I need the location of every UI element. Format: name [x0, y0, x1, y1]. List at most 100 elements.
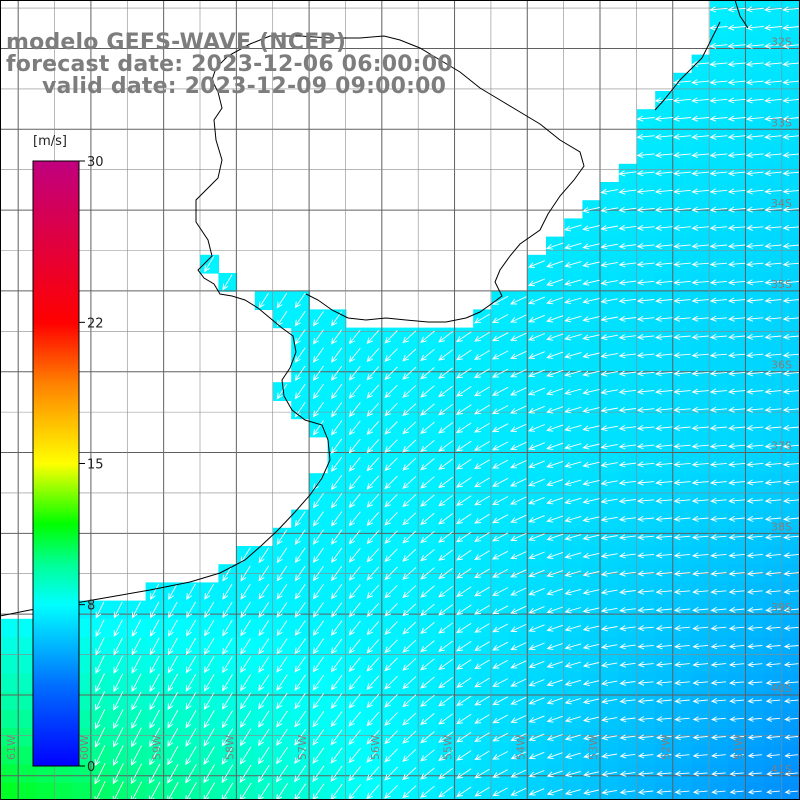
wind-arrow [564, 279, 582, 286]
wind-arrow [673, 334, 691, 341]
wind-arrow [582, 643, 600, 650]
wind-arrow [674, 770, 690, 777]
wind-arrow [185, 727, 197, 747]
wind-arrow [420, 567, 435, 580]
wind-arrow [564, 352, 582, 359]
wind-arrow [655, 425, 673, 432]
wind-arrow [348, 493, 361, 509]
wind-arrow [619, 679, 636, 686]
wind-arrow [366, 511, 380, 526]
wind-arrow [764, 115, 782, 122]
wind-arrow [204, 601, 215, 619]
wind-arrow [384, 748, 398, 763]
wind-arrow [655, 443, 673, 450]
wind-arrow [366, 402, 380, 417]
wind-arrow [727, 133, 746, 140]
wind-arrow [746, 242, 764, 249]
wind-arrow [528, 733, 545, 741]
wind-arrow [655, 497, 673, 504]
wind-arrow [239, 746, 252, 765]
wind-arrow [618, 334, 637, 341]
wind-arrow [294, 311, 306, 327]
wind-arrow [294, 765, 307, 783]
wind-arrow [474, 422, 490, 433]
wind-arrow [402, 603, 417, 617]
wind-arrow [294, 692, 306, 710]
wind-arrow [619, 716, 636, 723]
wind-arrow [456, 331, 472, 343]
wind-arrow [420, 713, 435, 726]
field-cell [54, 782, 74, 800]
wind-arrow [546, 515, 564, 523]
wind-arrow [582, 698, 600, 705]
wind-arrow [131, 619, 142, 637]
wind-arrow [366, 329, 380, 344]
wind-arrow [258, 602, 270, 618]
wind-arrow [312, 529, 324, 545]
wind-arrow [312, 329, 324, 345]
lon-label: 57W [296, 735, 309, 760]
wind-arrow [402, 330, 417, 344]
wind-arrow [766, 771, 780, 777]
wind-arrow [546, 260, 564, 268]
wind-arrow [474, 677, 490, 688]
wind-arrow [204, 256, 215, 273]
wind-arrow [747, 716, 763, 722]
wind-arrow [691, 279, 709, 286]
wind-arrow [710, 515, 727, 522]
wind-arrow [330, 747, 343, 764]
wind-arrow [782, 333, 800, 340]
wind-arrow [728, 424, 746, 431]
wind-arrow [618, 370, 637, 377]
wind-arrow [294, 529, 306, 545]
lon-label: 52W [660, 735, 673, 760]
wind-arrow [420, 476, 435, 489]
wind-arrow [636, 243, 655, 250]
wind-arrow [491, 423, 509, 433]
wind-arrow [637, 697, 654, 704]
wind-arrow [782, 388, 800, 395]
wind-arrow [474, 404, 490, 415]
wind-arrow [582, 243, 600, 250]
wind-arrow [510, 569, 527, 578]
field-cell [18, 709, 37, 729]
wind-arrow [655, 661, 672, 668]
wind-arrow [546, 715, 563, 723]
wind-arrow [600, 534, 618, 541]
wind-arrow [783, 497, 800, 504]
wind-arrow [456, 622, 472, 634]
wind-arrow [746, 479, 764, 486]
lat-label: 41S [771, 763, 792, 776]
wind-arrow [582, 225, 600, 232]
wind-arrow [674, 716, 690, 723]
wind-arrow [782, 461, 800, 468]
wind-arrow [402, 548, 417, 562]
wind-arrow [221, 710, 233, 729]
field-cell [18, 637, 37, 656]
wind-arrow [348, 584, 361, 600]
wind-arrow [600, 352, 618, 359]
wind-arrow [331, 456, 343, 473]
wind-arrow [510, 332, 527, 341]
wind-arrow [240, 601, 251, 619]
wind-arrow [492, 550, 509, 560]
wind-arrow [728, 461, 746, 468]
wind-arrow [600, 643, 618, 650]
wind-arrow [709, 243, 728, 250]
wind-arrow [637, 625, 654, 632]
wind-arrow [276, 674, 288, 692]
wind-arrow [691, 497, 709, 504]
wind-arrow [276, 310, 288, 327]
wind-arrow [348, 511, 361, 527]
wind-arrow [727, 6, 746, 13]
wind-arrow [711, 789, 726, 795]
wind-arrow [312, 383, 324, 400]
wind-arrow [366, 657, 380, 672]
wind-arrow [474, 459, 490, 470]
wind-arrow [474, 750, 490, 761]
wind-arrow [709, 206, 728, 213]
wind-arrow [746, 515, 764, 522]
wind-arrow [94, 745, 106, 767]
wind-arrow [600, 443, 618, 450]
wind-arrow [601, 679, 618, 686]
